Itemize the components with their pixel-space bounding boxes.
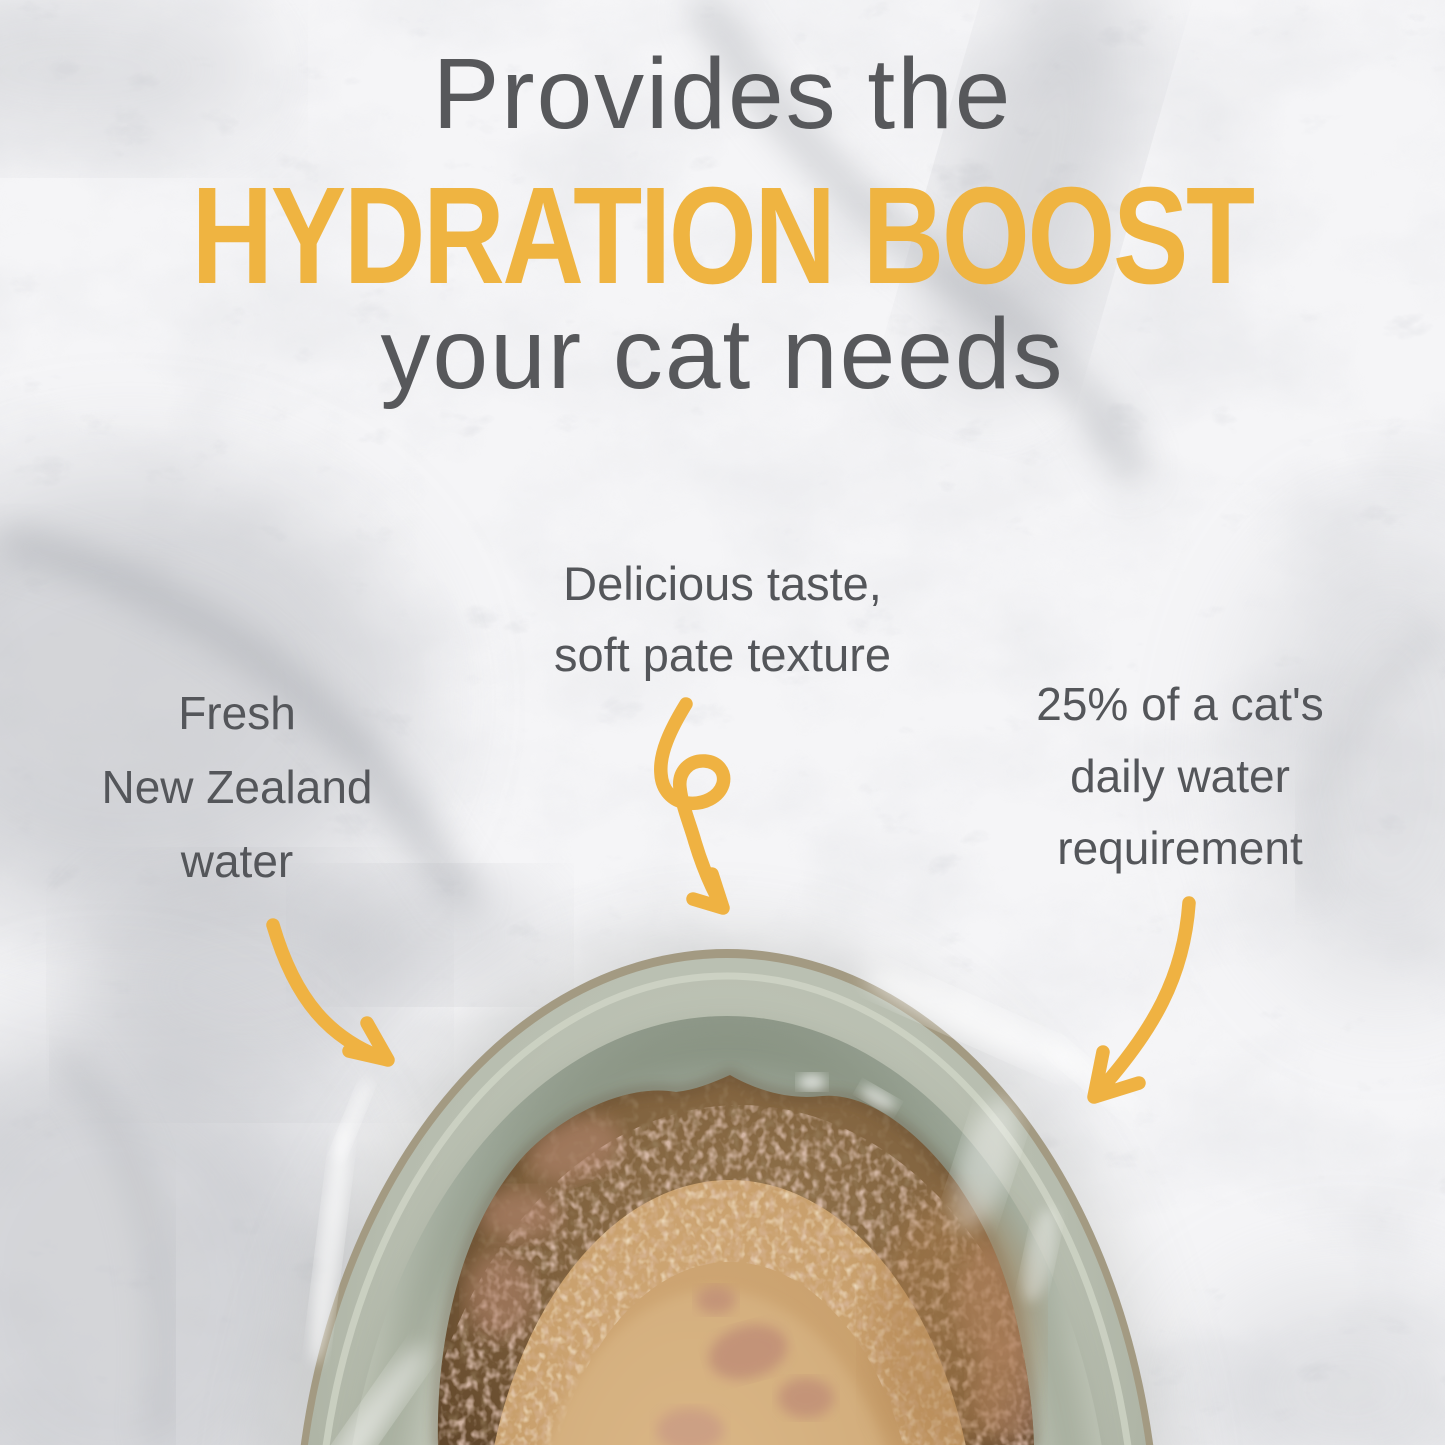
callout-stat-line-1: 25% of a cat's <box>1036 678 1324 730</box>
callout-hydration-stat: 25% of a cat's daily water requirement <box>980 668 1380 884</box>
callout-water-source: Fresh New Zealand water <box>37 676 437 898</box>
callout-stat-line-3: requirement <box>1057 822 1303 874</box>
headline-line-3: your cat needs <box>380 298 1065 410</box>
headline-accent-line: HYDRATION BOOST <box>0 160 1445 312</box>
left-curved-arrow-icon <box>266 918 395 1067</box>
callout-stat-line-2: daily water <box>1070 750 1290 802</box>
bowl-lip-highlight <box>322 972 1132 1445</box>
headline-accent-text: HYDRATION BOOST <box>191 159 1256 313</box>
callout-water-line-2: New Zealand <box>101 761 373 813</box>
callout-taste: Delicious taste, soft pate texture <box>0 548 1445 690</box>
center-loop-arrow-icon <box>654 697 731 915</box>
right-curved-arrow-icon <box>1087 896 1196 1104</box>
cat-food-bowl-photo <box>276 940 1164 1445</box>
callout-taste-line-2: soft pate texture <box>553 628 892 681</box>
callout-water-line-1: Fresh <box>178 687 296 739</box>
pate-pink-spots <box>656 1286 834 1445</box>
pate <box>494 1180 1032 1445</box>
bowl-inner-shadow <box>370 1033 1084 1445</box>
callout-water-line-3: water <box>180 835 294 887</box>
headline-line-1: Provides the <box>432 38 1013 150</box>
callout-taste-line-1: Delicious taste, <box>563 557 882 610</box>
